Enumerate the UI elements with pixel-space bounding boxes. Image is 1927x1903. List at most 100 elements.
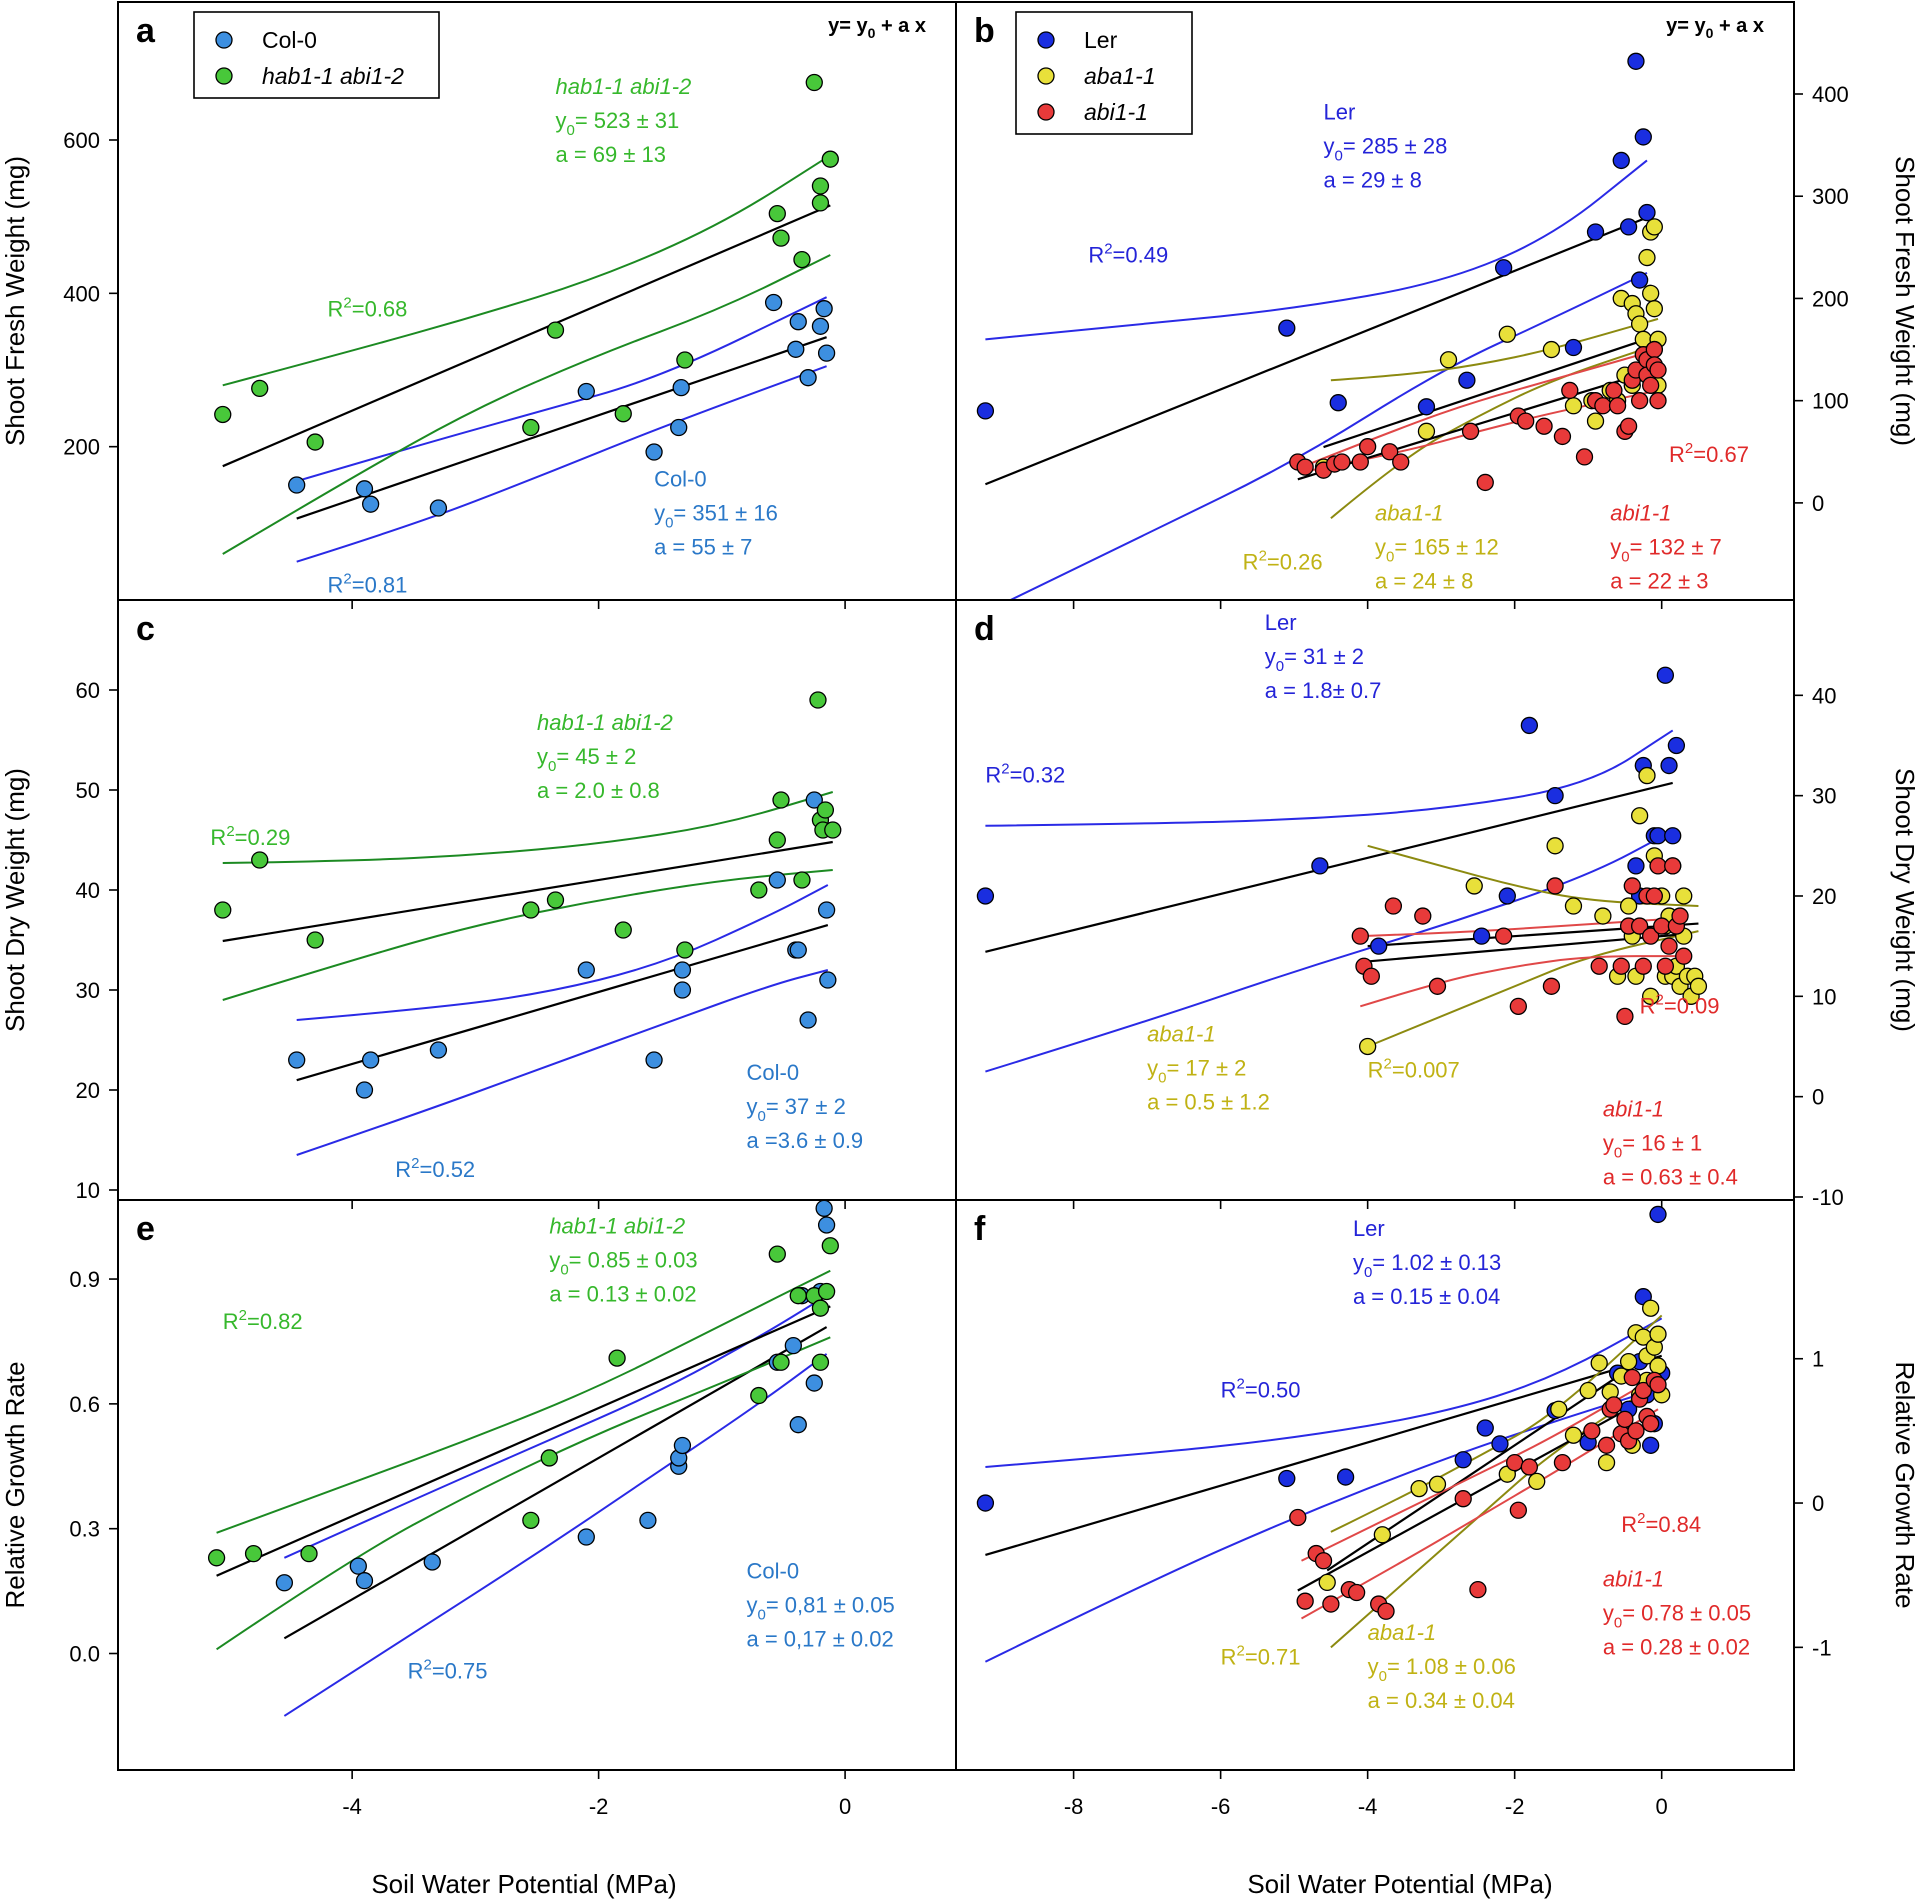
y-tick-label: 10 bbox=[76, 1178, 100, 1203]
data-point bbox=[1616, 1007, 1634, 1026]
data-point bbox=[1561, 381, 1579, 400]
fit-annotation: abi1-1 bbox=[1603, 1567, 1664, 1592]
fit-annotation: abi1-1 bbox=[1610, 500, 1671, 525]
data-point bbox=[546, 321, 565, 339]
data-point bbox=[1494, 259, 1513, 277]
confidence-band-upper bbox=[296, 884, 829, 1021]
panel-frame-f bbox=[955, 1199, 1795, 1771]
data-point bbox=[1634, 1381, 1652, 1400]
data-point bbox=[1564, 397, 1583, 415]
fit-annotation: a = 1.8± 0.7 bbox=[1265, 678, 1382, 703]
data-point bbox=[1630, 917, 1649, 935]
data-point bbox=[1535, 417, 1553, 435]
fit-annotation: a = 55 ± 7 bbox=[654, 535, 752, 560]
plot-area bbox=[207, 1200, 839, 1717]
legend-label: Ler bbox=[1084, 27, 1118, 53]
confidence-band-lower bbox=[296, 969, 829, 1156]
r-squared-label: R2=0.84 bbox=[1621, 1510, 1701, 1537]
data-point bbox=[1351, 927, 1369, 945]
y-tick-label: 20 bbox=[76, 1078, 100, 1103]
fit-annotation: y0= 1.02 ± 0.13 bbox=[1353, 1250, 1501, 1281]
data-point bbox=[799, 369, 817, 387]
data-point bbox=[1289, 1508, 1307, 1527]
data-point bbox=[817, 1282, 836, 1301]
data-point bbox=[816, 801, 835, 819]
y-axis-title: Shoot Fresh Weight (mg) bbox=[0, 156, 30, 446]
fit-annotation: y0= 0.85 ± 0.03 bbox=[549, 1247, 697, 1278]
legend-label: hab1-1 abi1-2 bbox=[262, 63, 404, 89]
data-point bbox=[1564, 338, 1583, 357]
data-point bbox=[1333, 453, 1351, 471]
r-squared-label: R2=0.32 bbox=[985, 761, 1065, 788]
y-tick-label: 400 bbox=[63, 281, 100, 306]
data-point bbox=[789, 941, 807, 959]
data-point bbox=[1623, 877, 1641, 895]
data-point bbox=[1318, 1573, 1336, 1592]
data-point bbox=[670, 418, 688, 437]
data-point bbox=[1278, 319, 1296, 337]
data-point bbox=[1314, 1552, 1333, 1570]
data-point bbox=[1656, 957, 1675, 975]
data-point bbox=[1509, 1501, 1527, 1519]
fit-annotation: a = 29 ± 8 bbox=[1324, 168, 1422, 193]
x-tick-label: 0 bbox=[839, 1794, 851, 1819]
data-point bbox=[1634, 957, 1652, 975]
data-point bbox=[1491, 1435, 1509, 1453]
data-point bbox=[1627, 52, 1645, 70]
fit-annotation: y0= 31 ± 2 bbox=[1265, 644, 1364, 675]
x-tick-label: -2 bbox=[1505, 1794, 1525, 1819]
confidence-band-lower bbox=[1360, 955, 1684, 1008]
r-squared-label: R2=0.09 bbox=[1640, 991, 1720, 1018]
y-tick-label: 0 bbox=[1812, 491, 1824, 516]
data-point bbox=[1586, 223, 1605, 241]
y-tick-label: 200 bbox=[1812, 286, 1849, 311]
data-point bbox=[1417, 398, 1436, 416]
data-point bbox=[522, 901, 540, 919]
y-axis-title: Relative Growth Rate bbox=[0, 1361, 30, 1608]
fit-annotation: y0= 0.78 ± 0.05 bbox=[1603, 1601, 1751, 1632]
data-point bbox=[787, 340, 805, 358]
r-squared-label: R2=0.71 bbox=[1221, 1643, 1301, 1670]
data-point bbox=[784, 1336, 802, 1355]
fit-annotation: a = 69 ± 13 bbox=[555, 142, 666, 167]
fit-annotation: Ler bbox=[1353, 1216, 1385, 1241]
panel-b: 0 100 200 300 400 Shoot Fresh Weight (mg) b y= … bbox=[955, 1, 1920, 609]
data-point bbox=[355, 1081, 374, 1099]
regression-line bbox=[283, 1326, 828, 1640]
data-point bbox=[811, 1299, 830, 1317]
panel-f: -1 0 1 -8 -6 -4 -2 0 Relative Growth Rate f Ler y0=… bbox=[955, 1199, 1920, 1819]
data-point bbox=[1649, 827, 1667, 845]
legend-marker bbox=[215, 31, 233, 49]
regression-line bbox=[985, 1354, 1662, 1557]
legend-marker bbox=[1037, 31, 1055, 49]
data-point bbox=[288, 476, 306, 494]
y-tick-label: 0.0 bbox=[69, 1642, 100, 1667]
data-point bbox=[976, 1494, 995, 1512]
data-point bbox=[1627, 1422, 1645, 1440]
data-point bbox=[1619, 417, 1638, 435]
data-point bbox=[1664, 857, 1682, 875]
x-tick-label: 0 bbox=[1656, 1794, 1668, 1819]
x-tick-label: -4 bbox=[342, 1794, 362, 1819]
data-point bbox=[824, 821, 842, 839]
data-point bbox=[1660, 756, 1678, 775]
data-point bbox=[1465, 877, 1483, 895]
data-point bbox=[1649, 1205, 1667, 1224]
plot-area bbox=[976, 666, 1708, 1073]
confidence-band-upper bbox=[985, 159, 1648, 341]
data-point bbox=[1616, 1410, 1634, 1428]
data-point bbox=[1377, 1602, 1395, 1620]
data-point bbox=[1642, 1436, 1660, 1454]
data-point bbox=[1597, 1436, 1616, 1454]
data-point bbox=[976, 402, 995, 420]
confidence-band-lower bbox=[1367, 930, 1699, 1048]
x-axis-title-right: Soil Water Potential (MPa) bbox=[1247, 1869, 1552, 1899]
panel-e: 0.0 0.3 0.6 0.9 -4 -2 0 Relative Growth Rate e ha… bbox=[0, 1199, 957, 1819]
data-point bbox=[1550, 1400, 1568, 1418]
legend-marker bbox=[1037, 67, 1055, 85]
data-point bbox=[811, 1353, 830, 1371]
y-tick-label: 0 bbox=[1812, 1491, 1824, 1516]
fit-annotation: hab1-1 abi1-2 bbox=[549, 1213, 685, 1238]
